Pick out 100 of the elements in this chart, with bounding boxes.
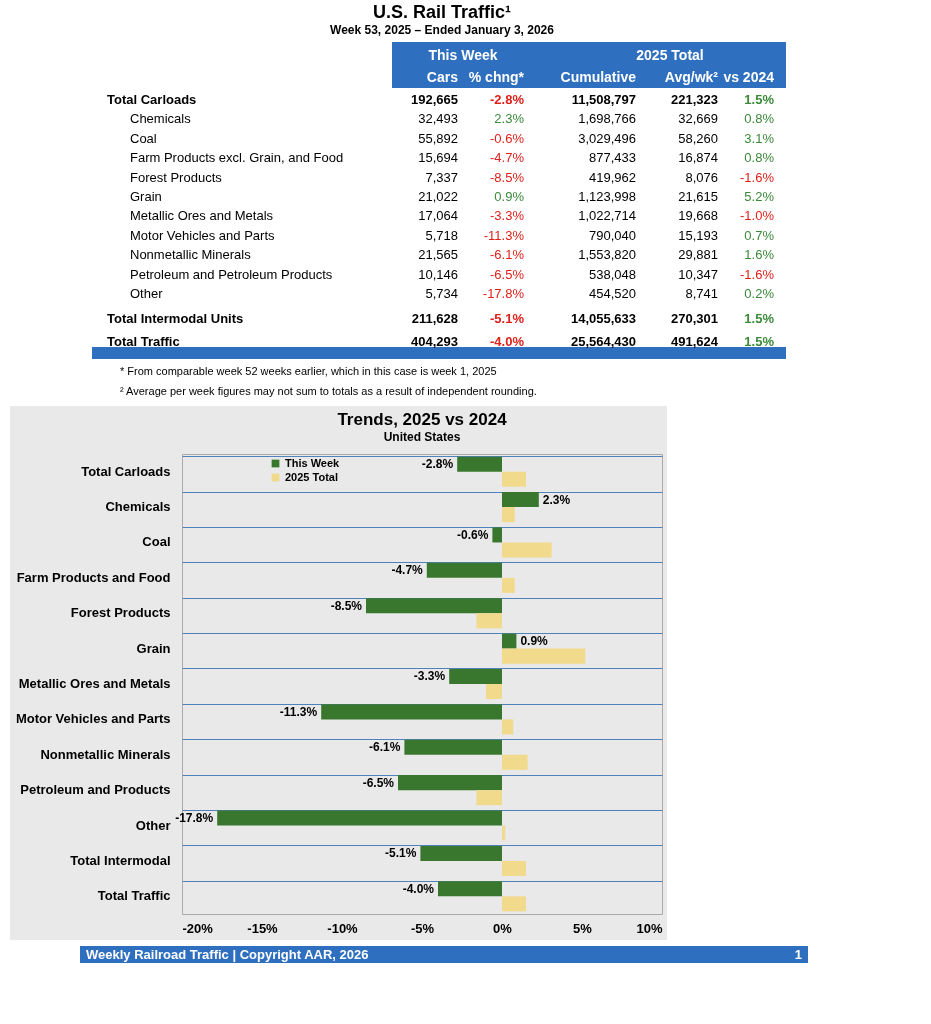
- data-label: 0.2%: [744, 286, 775, 301]
- data-label: 55,892: [418, 130, 458, 146]
- data-label: 1,553,820: [578, 247, 636, 263]
- data-label: 1,123,998: [578, 189, 636, 204]
- text: * From comparable week 52 weeks earlier, which in this case is week 1, 2025: [120, 365, 497, 377]
- data-label: -6.1%: [490, 247, 525, 263]
- data-label: -5.1%: [490, 311, 525, 326]
- text: Weekly Railroad Traffic | Copyright AAR, 2026: [86, 947, 369, 962]
- x-tick-label: 0%: [493, 920, 513, 936]
- category-label: Farm Products excl. Grain, and Food: [130, 150, 344, 166]
- data-label: 192,665: [411, 92, 458, 107]
- data-label: 0.7%: [744, 227, 775, 243]
- data-label: 15,193: [678, 227, 718, 243]
- y-tick-label: Motor Vehicles and Parts: [15, 711, 171, 727]
- data-label: 21,615: [678, 189, 718, 204]
- data-label: 5,718: [425, 227, 458, 243]
- data-label: -1.6%: [740, 266, 775, 282]
- text: U.S. Rail Traffic¹: [372, 2, 512, 22]
- y-tick-label: Chemicals: [105, 499, 171, 515]
- x-tick-label: -10%: [327, 920, 359, 936]
- category-label: Petroleum and Petroleum Products: [130, 266, 333, 282]
- legend-label: This Week: [285, 456, 341, 469]
- data-label: 32,493: [418, 111, 458, 127]
- data-label: 21,022: [418, 189, 458, 204]
- data-label: -11.3%: [279, 704, 318, 719]
- data-label: 1.6%: [744, 247, 775, 263]
- data-label: 25,564,430: [570, 334, 636, 349]
- text: Avg/wk²: [664, 69, 719, 85]
- data-label: 16,874: [678, 150, 718, 166]
- data-label: 1,022,714: [578, 208, 636, 224]
- data-label: 8,076: [685, 169, 718, 185]
- x-tick-label: 5%: [573, 920, 593, 936]
- y-tick-label: Forest Products: [70, 605, 171, 621]
- category-label: Total Intermodal Units: [107, 311, 244, 326]
- x-tick-label: -5%: [410, 920, 435, 936]
- data-label: 5.2%: [744, 189, 775, 204]
- series-label: Cars: [426, 69, 459, 85]
- text: Cumulative: [560, 69, 637, 85]
- data-label: -4.0%: [402, 881, 435, 896]
- text: 1: [794, 947, 802, 962]
- data-label: -0.6%: [490, 130, 525, 146]
- text: vs 2024: [723, 69, 775, 85]
- data-label: 1,698,766: [578, 111, 636, 127]
- data-label: 8,741: [685, 286, 718, 301]
- data-label: 538,048: [589, 266, 636, 282]
- data-label: 19,668: [678, 208, 718, 224]
- data-label: -5.1%: [385, 846, 417, 861]
- data-label: -8.5%: [490, 169, 525, 185]
- x-tick-label: -15%: [247, 920, 279, 936]
- data-label: 17,064: [418, 208, 458, 224]
- data-label: 32,669: [678, 111, 718, 127]
- data-label: -2.8%: [490, 92, 525, 107]
- y-tick-label: Petroleum and Products: [20, 782, 171, 798]
- data-label: 0.8%: [744, 150, 775, 166]
- data-label: 0.9%: [494, 189, 525, 204]
- data-label: -17.8%: [482, 286, 525, 301]
- y-tick-label: Nonmetallic Minerals: [40, 746, 171, 762]
- data-label: 221,323: [671, 92, 718, 107]
- data-label: 3,029,496: [578, 130, 636, 146]
- data-label: 5,734: [425, 286, 458, 301]
- data-label: -6.5%: [490, 266, 525, 282]
- y-tick-label: Total Intermodal: [70, 852, 171, 868]
- text: 2025 Total: [636, 47, 704, 63]
- data-label: 419,962: [589, 169, 636, 185]
- data-label: 7,337: [425, 169, 458, 185]
- data-label: 1.5%: [744, 92, 775, 107]
- data-label: 3.1%: [744, 130, 775, 146]
- data-label: 11,508,797: [571, 92, 636, 107]
- x-tick-label: 10%: [636, 920, 663, 936]
- data-label: -6.5%: [362, 775, 395, 790]
- data-label: 877,433: [589, 150, 636, 166]
- chart-subtitle: United States: [383, 430, 461, 444]
- data-label: -11.3%: [483, 227, 525, 243]
- data-label: -1.6%: [740, 169, 775, 185]
- data-label: 10,347: [678, 266, 718, 282]
- y-tick-label: Other: [135, 817, 171, 833]
- data-label: -2.8%: [421, 457, 454, 472]
- data-label: 0.9%: [520, 634, 549, 649]
- data-label: -4.7%: [391, 563, 424, 578]
- data-label: -0.6%: [457, 527, 489, 542]
- y-tick-label: Total Carloads: [81, 463, 171, 479]
- text: ² Average per week figures may not sum to totals as a result of independent rounding.: [120, 385, 537, 397]
- data-label: 211,628: [411, 311, 458, 326]
- data-label: 404,293: [411, 334, 458, 349]
- y-tick-label: Grain: [136, 640, 171, 656]
- text: Week 53, 2025 – Ended January 3, 2026: [330, 23, 555, 37]
- y-tick-label: Farm Products and Food: [16, 569, 171, 585]
- data-label: 454,520: [589, 286, 636, 301]
- y-tick-label: Metallic Ores and Metals: [18, 676, 171, 691]
- data-label: 21,565: [418, 247, 458, 263]
- y-tick-label: Total Traffic: [97, 888, 171, 904]
- data-label: 1.5%: [744, 311, 775, 326]
- data-label: -4.7%: [490, 150, 525, 166]
- data-label: -17.8%: [175, 811, 214, 826]
- data-label: -4.0%: [490, 334, 525, 349]
- legend-label: 2025 Total: [285, 470, 338, 483]
- chart-title: Trends, 2025 vs 2024: [337, 410, 508, 429]
- y-tick-label: Coal: [142, 534, 171, 550]
- data-label: 0.8%: [744, 111, 775, 127]
- text: This Week: [428, 47, 498, 63]
